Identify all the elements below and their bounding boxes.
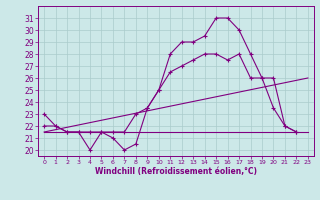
X-axis label: Windchill (Refroidissement éolien,°C): Windchill (Refroidissement éolien,°C): [95, 167, 257, 176]
